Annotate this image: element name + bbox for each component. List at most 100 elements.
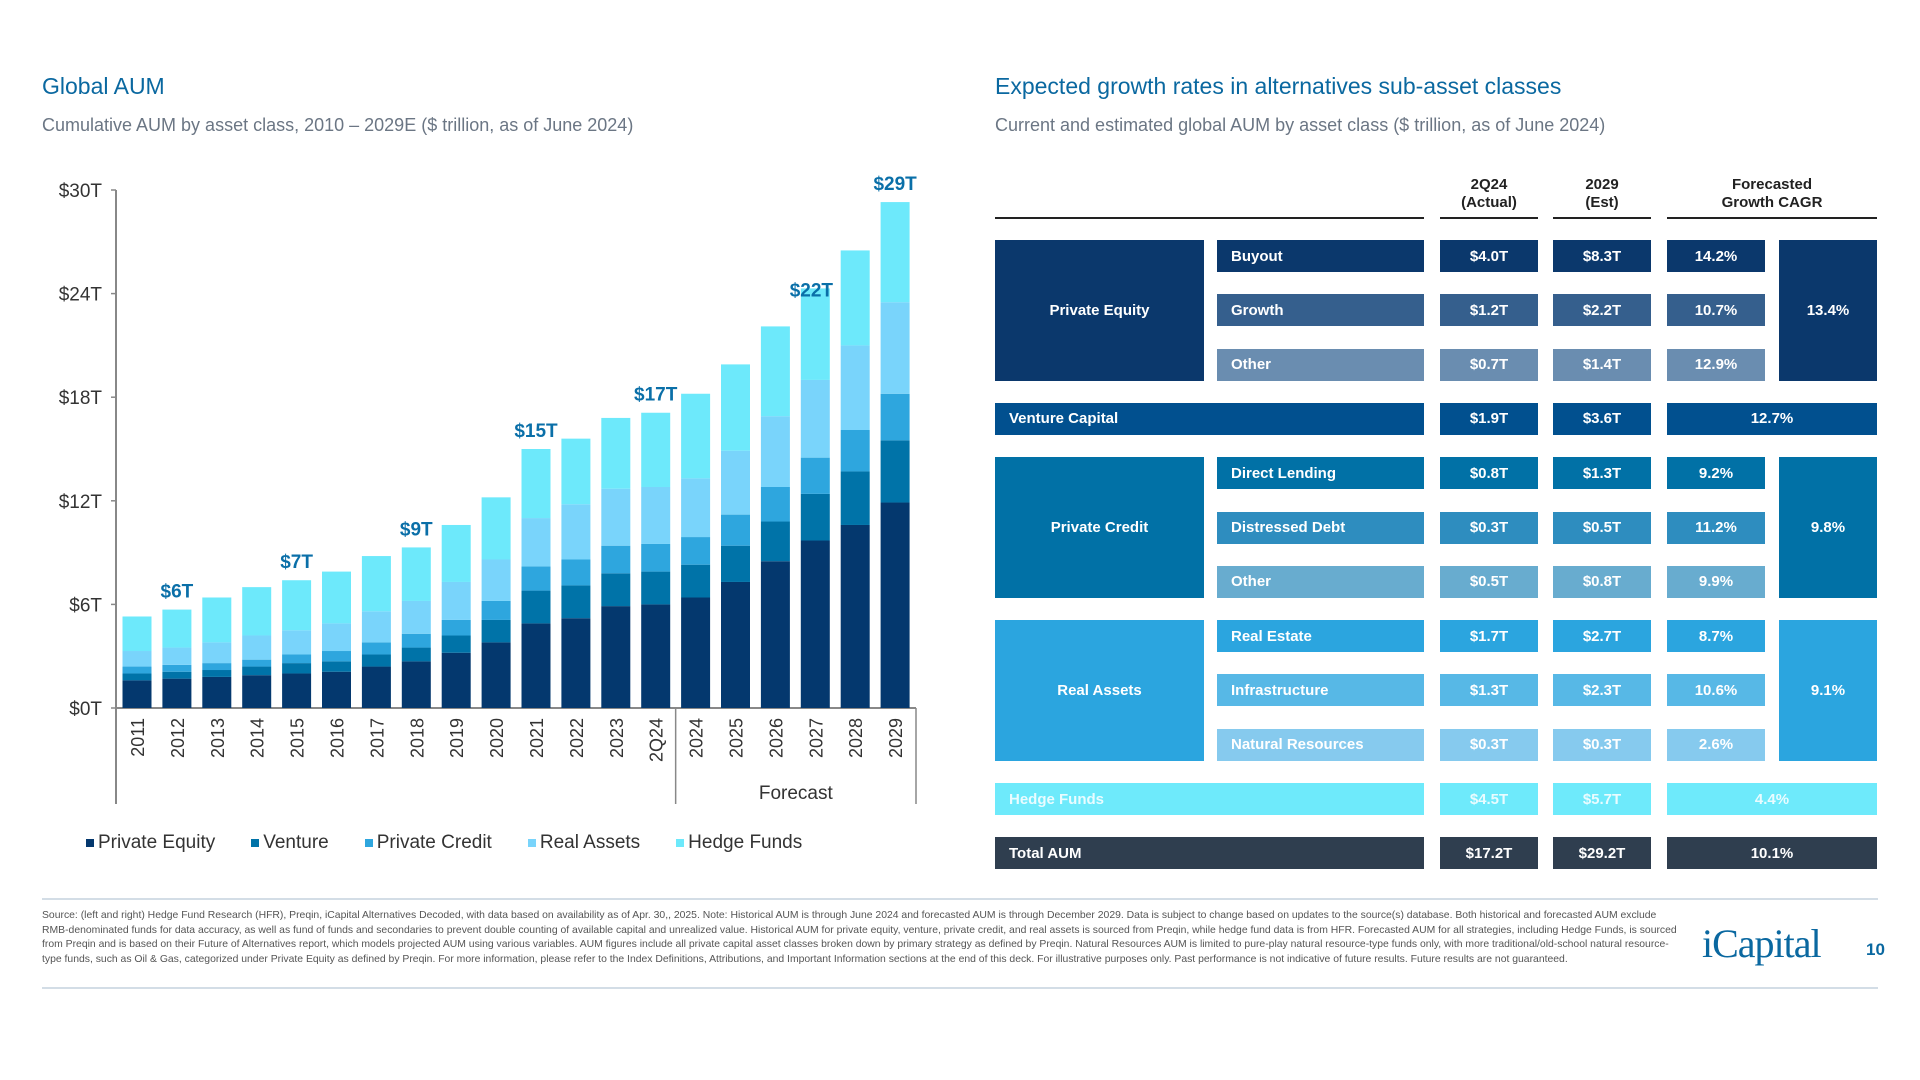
bar-segment-hedge-funds [760, 326, 790, 417]
bar-segment-private-equity [202, 676, 232, 708]
y-tick-label: $18T [59, 388, 103, 409]
estimate-value: $29.2T [1553, 837, 1651, 870]
bar-segment-venture [641, 571, 671, 605]
bar-segment-real-assets [521, 518, 551, 567]
bar-segment-venture [760, 521, 790, 562]
cagr-value: 12.9% [1667, 348, 1765, 381]
cagr-value: 12.7% [1667, 402, 1877, 435]
actual-value: $1.9T [1440, 402, 1538, 435]
subclass-label: Real Estate [1217, 620, 1424, 653]
legend-item: Private Credit [364, 832, 492, 854]
header-cagr-line1: Forecasted [1731, 176, 1813, 193]
estimate-value: $2.3T [1553, 674, 1651, 707]
x-tick-label: 2013 [208, 718, 228, 758]
estimate-value: $2.7T [1553, 620, 1651, 653]
bar-segment-private-credit [122, 666, 152, 674]
bar-segment-private-credit [162, 664, 192, 672]
bar-segment-private-credit [601, 545, 631, 574]
estimate-value: $1.3T [1553, 457, 1651, 490]
bar-segment-venture [481, 619, 511, 643]
bar-segment-hedge-funds [561, 438, 591, 505]
x-tick-label: 2027 [806, 718, 826, 758]
page-number: 10 [1866, 940, 1885, 959]
bar-segment-real-assets [840, 345, 870, 431]
bar-segment-private-credit [521, 566, 551, 591]
bar-segment-private-equity [322, 671, 351, 708]
cagr-value: 9.2% [1667, 457, 1765, 490]
legend-swatch [86, 839, 94, 847]
subclass-label: Distressed Debt [1217, 511, 1424, 544]
bar-segment-venture [202, 670, 232, 677]
actual-value: $0.7T [1440, 348, 1538, 381]
bar-segment-private-equity [641, 604, 671, 708]
cagr-value: 14.2% [1667, 240, 1765, 272]
bar-segment-private-equity [681, 597, 711, 708]
bar-segment-venture [322, 661, 351, 672]
bar-segment-hedge-funds [242, 587, 272, 636]
cagr-value: 10.7% [1667, 294, 1765, 327]
bar-segment-hedge-funds [282, 580, 312, 631]
bar-segment-venture [800, 493, 830, 541]
bar-segment-private-credit [641, 543, 671, 572]
chart-legend: Private Equity Venture Private Credit Real … [86, 832, 838, 854]
estimate-value: $3.6T [1553, 402, 1651, 435]
bar-segment-private-equity [601, 606, 631, 708]
actual-value: $1.2T [1440, 294, 1538, 327]
legend-swatch [364, 839, 373, 847]
actual-value: $17.2T [1440, 837, 1538, 870]
header-rule [1440, 217, 1538, 219]
row-label: Venture Capital [995, 402, 1424, 435]
actual-value: $0.3T [1440, 511, 1538, 544]
x-tick-label: 2020 [487, 718, 507, 758]
bar-segment-venture [282, 663, 312, 674]
header-cagr: Forecasted Growth CAGR [1667, 176, 1877, 212]
legend-item: Venture [251, 832, 329, 854]
bar-segment-real-assets [202, 642, 232, 664]
actual-value: $0.8T [1440, 457, 1538, 490]
footnote: Source: (left and right) Hedge Fund Rese… [42, 910, 1677, 965]
estimate-value: $1.4T [1553, 348, 1651, 381]
bar-segment-venture [721, 545, 750, 582]
header-rule [995, 217, 1424, 219]
bar-segment-private-equity [760, 561, 790, 708]
bar-segment-real-assets [122, 651, 152, 667]
legend-label: Private Equity [98, 832, 216, 853]
data-label: $22T [790, 280, 834, 301]
bar-segment-venture [840, 471, 870, 525]
header-est-line1: 2029 [1585, 176, 1619, 193]
cagr-value: 9.9% [1667, 565, 1765, 598]
bar-segment-private-equity [361, 666, 391, 708]
bar-segment-real-assets [242, 635, 272, 660]
bar-segment-real-assets [681, 478, 711, 538]
header-est: 2029 (Est) [1553, 176, 1651, 212]
x-tick-label: 2012 [168, 718, 188, 758]
x-tick-label: 2028 [846, 718, 866, 758]
bar-segment-venture [361, 654, 391, 667]
footer-divider [42, 898, 1878, 900]
x-tick-label: 2029 [886, 718, 906, 758]
bar-segment-private-equity [162, 678, 192, 708]
bar-segment-private-credit [800, 457, 830, 494]
bar-segment-venture [681, 564, 711, 598]
subclass-label: Direct Lending [1217, 457, 1424, 490]
data-label: $17T [634, 385, 678, 406]
estimate-value: $5.7T [1553, 783, 1651, 815]
bar-segment-hedge-funds [361, 556, 391, 612]
estimate-value: $0.5T [1553, 511, 1651, 544]
x-tick-label: 2014 [248, 718, 268, 758]
x-tick-label: 2015 [288, 718, 308, 758]
row-label: Total AUM [995, 837, 1424, 870]
bar-segment-private-credit [561, 559, 591, 586]
bar-segment-venture [441, 635, 471, 653]
bar-segment-private-credit [441, 619, 471, 636]
bar-segment-hedge-funds [401, 547, 431, 601]
actual-value: $0.3T [1440, 728, 1538, 761]
bar-segment-real-assets [322, 623, 351, 652]
header-actual-line2: (Actual) [1461, 194, 1517, 211]
bar-segment-private-equity [721, 581, 750, 708]
legend-swatch [676, 839, 685, 847]
bar-segment-hedge-funds [601, 417, 631, 489]
x-tick-label: 2022 [567, 718, 587, 758]
bar-segment-hedge-funds [800, 288, 830, 380]
bar-segment-venture [561, 585, 591, 619]
